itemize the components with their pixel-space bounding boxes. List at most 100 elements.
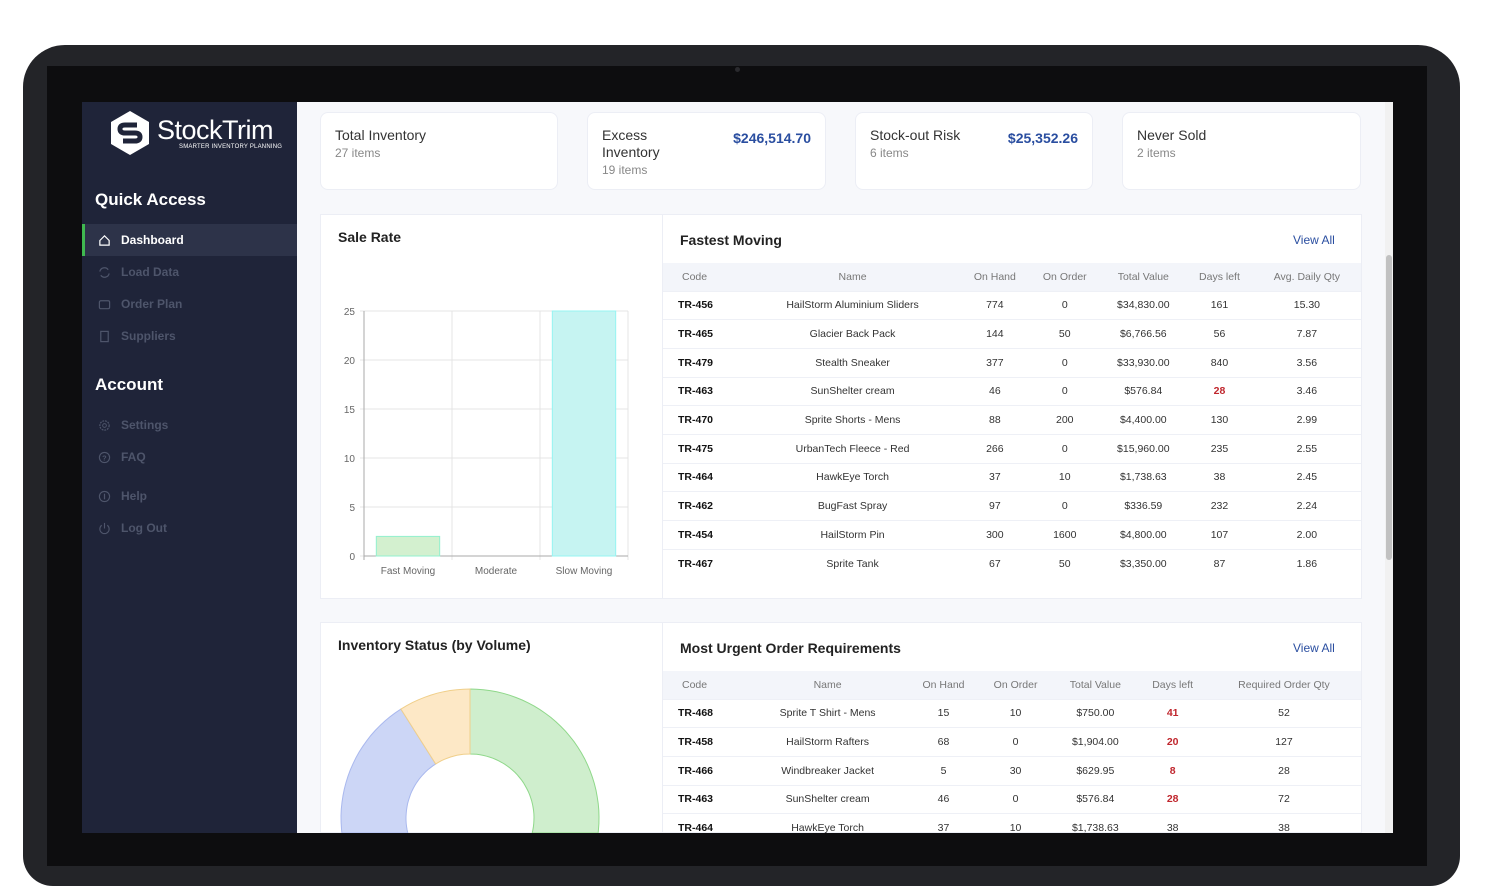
sidebar-item-settings[interactable]: Settings [82,409,297,441]
view-all-link[interactable]: View All [1293,233,1335,247]
column-header[interactable]: Required Order Qty [1206,671,1361,699]
table-cell: 300 [960,520,1030,550]
card-never-sold[interactable]: Never Sold 2 items [1122,112,1361,190]
table-cell: 68 [908,727,979,757]
table-cell: $1,738.63 [1100,462,1187,492]
table-cell: 2.00 [1252,520,1361,550]
table-row[interactable]: TR-463 SunShelter cream 46 0 $576.84 28 3.46 [663,376,1361,406]
header-row: Code Name On Hand On Order Total Value Days l… [663,671,1361,699]
table-cell: $750.00 [1052,698,1139,728]
table-row[interactable]: TR-475 UrbanTech Fleece - Red 266 0 $15,960.… [663,433,1361,464]
table-row[interactable]: TR-470 Sprite Shorts - Mens 88 200 $4,400.00… [663,405,1361,435]
column-header[interactable]: Name [747,671,909,699]
sidebar-item-load-data[interactable]: Load Data [82,256,297,288]
scrollbar-thumb[interactable] [1386,255,1392,560]
table-cell: 774 [960,290,1030,320]
column-header[interactable]: Days left [1138,671,1207,699]
column-header[interactable]: Total Value [1052,671,1139,699]
sidebar-item-log-out[interactable]: Log Out [82,512,297,544]
sidebar-item-suppliers[interactable]: Suppliers [82,320,297,352]
table-cell: 0 [1029,376,1101,406]
view-all-link[interactable]: View All [1293,641,1335,655]
table-row[interactable]: TR-465 Glacier Back Pack 144 50 $6,766.56 56 7… [663,319,1361,349]
y-tick-label: 25 [344,307,356,318]
table-cell: 72 [1206,784,1361,814]
table-row[interactable]: TR-467 Sprite Tank 67 50 $3,350.00 87 1.86 [663,548,1361,578]
card-excess-inventory[interactable]: Excess Inventory 19 items $246,514.70 [587,112,826,190]
table-cell: $33,930.00 [1100,347,1187,378]
card-title: Excess Inventory [602,127,660,160]
table-row[interactable]: TR-479 Stealth Sneaker 377 0 $33,930.00 840 3.… [663,347,1361,378]
sidebar-item-dashboard[interactable]: Dashboard [82,224,297,256]
refresh-icon [99,266,110,278]
table-cell: $15,960.00 [1100,433,1187,464]
table-cell: $34,830.00 [1100,290,1187,320]
table-cell: 2.99 [1252,405,1361,435]
table-row[interactable]: TR-462 BugFast Spray 97 0 $336.59 232 2.24 [663,491,1361,521]
table-cell: 0 [978,727,1053,757]
y-tick-label: 0 [349,552,355,563]
table-cell: TR-463 [663,784,748,814]
column-header[interactable]: Total Value [1100,263,1187,291]
sidebar-item-order-plan[interactable]: Order Plan [82,288,297,320]
table-cell: SunShelter cream [747,784,909,814]
table-row[interactable]: TR-458 HailStorm Rafters 68 0 $1,904.00 20 127 [663,727,1361,757]
panel-title: Most Urgent Order Requirements [680,640,901,656]
table-cell: TR-470 [663,405,745,435]
table-cell: Sprite Shorts - Mens [744,405,961,435]
table-row[interactable]: TR-464 HawkEye Torch 37 10 $1,738.63 38 38 [663,813,1361,833]
table-row[interactable]: TR-456 HailStorm Aluminium Sliders 774 0 $34… [663,290,1361,320]
sale-rate-panel: Sale Rate 0 5 10 15 20 25 Fast Moving Moderate S… [320,214,663,599]
table-cell: 97 [960,491,1030,521]
table-cell: 2.55 [1252,433,1361,464]
table-row[interactable]: TR-466 Windbreaker Jacket 5 30 $629.95 8 28 [663,755,1361,786]
table-cell: 15.30 [1252,290,1361,320]
sidebar-item-faq[interactable]: ? FAQ [82,441,297,473]
table-cell: 10 [978,698,1053,728]
column-header[interactable]: Days left [1186,263,1253,291]
column-header[interactable]: On Order [1029,263,1101,291]
quick-access-heading: Quick Access [95,190,206,209]
table-row[interactable]: TR-468 Sprite T Shirt - Mens 15 10 $750.00 41… [663,698,1361,728]
bar [375,535,441,557]
nav-label: Order Plan [121,297,183,311]
table-row[interactable]: TR-464 HawkEye Torch 37 10 $1,738.63 38 2.45 [663,462,1361,492]
table-cell: 10 [978,813,1053,833]
nav-label: Settings [121,418,169,432]
column-header[interactable]: On Order [978,671,1053,699]
column-header[interactable]: On Hand [908,671,979,699]
card-sub: 6 items [870,146,909,160]
column-header[interactable]: Code [663,263,745,291]
table-cell: Windbreaker Jacket [747,755,909,786]
power-icon [99,522,110,534]
column-header[interactable]: Code [663,671,748,699]
card-total-inventory[interactable]: Total Inventory 27 items [320,112,558,190]
table-cell: 38 [1206,813,1361,833]
table-cell: 28 [1206,755,1361,786]
chart-title: Inventory Status (by Volume) [338,637,531,653]
table-cell: 15 [908,698,979,728]
card-title: Never Sold [1137,127,1207,143]
nav-label: FAQ [121,450,146,464]
table-cell: 67 [960,548,1030,578]
table-row[interactable]: TR-463 SunShelter cream 46 0 $576.84 28 72 [663,784,1361,814]
table-cell: 3.46 [1252,376,1361,406]
table-cell: HailStorm Pin [744,520,961,550]
table-cell: 46 [908,784,979,814]
table-cell: 235 [1186,433,1253,464]
table-cell: 88 [960,405,1030,435]
table-cell: 37 [960,462,1030,492]
scrollbar[interactable] [1385,102,1393,833]
column-header[interactable]: Name [744,263,961,291]
table-row[interactable]: TR-454 HailStorm Pin 300 1600 $4,800.00 107 2.… [663,520,1361,550]
column-header[interactable]: On Hand [960,263,1030,291]
table-cell: 377 [960,347,1030,378]
table-cell: 50 [1029,548,1101,578]
table-cell: 87 [1186,548,1253,578]
card-stock-out-risk[interactable]: Stock-out Risk 6 items $25,352.26 [855,112,1093,190]
gear-icon [99,419,110,431]
logo[interactable]: StockTrim SMARTER INVENTORY PLANNING [109,110,282,156]
sidebar-item-help[interactable]: Help [82,480,297,512]
table-cell: 5 [908,755,979,786]
column-header[interactable]: Avg. Daily Qty [1252,263,1361,291]
